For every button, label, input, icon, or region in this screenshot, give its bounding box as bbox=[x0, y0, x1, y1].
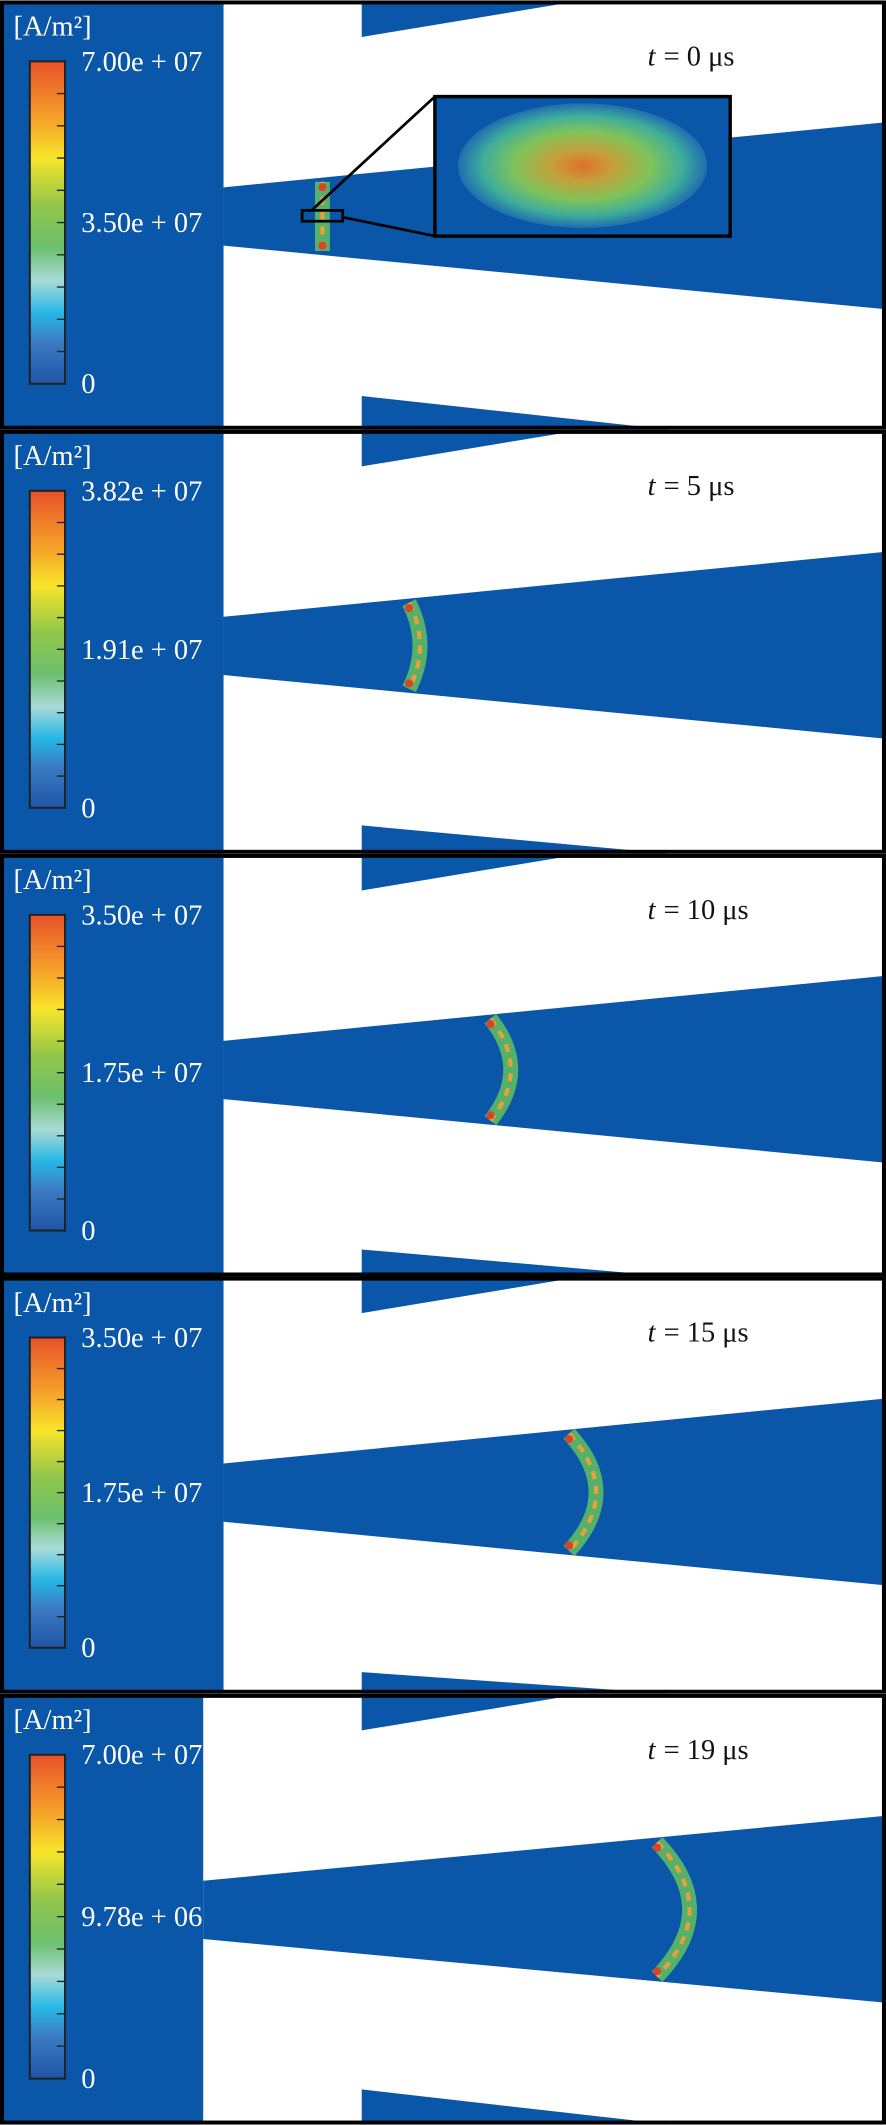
channel bbox=[223, 1398, 886, 1586]
unit-label: [A/m²] bbox=[14, 441, 92, 472]
channel bbox=[203, 1815, 886, 2003]
zoom-line bbox=[310, 95, 436, 212]
panel-frame bbox=[0, 1276, 886, 1694]
unit-label: [A/m²] bbox=[14, 12, 92, 43]
colorbar-max: 7.00e + 07 bbox=[81, 47, 202, 78]
colorbar-mid: 1.75e + 07 bbox=[81, 1478, 202, 1509]
front-peak bbox=[405, 603, 414, 613]
panel: [A/m²] 3.82e + 07 1.91e + 07 0 t = 5 μs bbox=[0, 429, 886, 854]
colorbar-mid: 3.50e + 07 bbox=[81, 208, 202, 239]
lower-wedge bbox=[361, 825, 671, 854]
colorbar-max: 3.82e + 07 bbox=[81, 476, 202, 507]
current-front-core bbox=[655, 1840, 692, 1979]
colorbar-mid: 9.78e + 06 bbox=[81, 1902, 202, 1933]
time-value: = 19 μs bbox=[664, 1735, 749, 1766]
unit-label: [A/m²] bbox=[14, 1705, 92, 1736]
panel: [A/m²] 7.00e + 07 3.50e + 07 0 t = 0 μs bbox=[0, 0, 886, 430]
front-peak bbox=[564, 1541, 574, 1550]
time-label: t = 15 μs bbox=[648, 1318, 749, 1349]
front-peak bbox=[652, 1967, 662, 1976]
time-value: = 0 μs bbox=[664, 41, 735, 72]
zoom-line bbox=[342, 215, 436, 238]
front-peak bbox=[564, 1435, 574, 1444]
upper-wedge bbox=[361, 1276, 583, 1314]
panel: [A/m²] 7.00e + 07 9.78e + 06 0 t = 19 μs bbox=[0, 1693, 886, 2125]
panel-frame bbox=[0, 1693, 886, 2125]
zoom-box bbox=[300, 209, 345, 223]
time-label: t = 19 μs bbox=[648, 1735, 749, 1766]
inset-spot bbox=[457, 103, 708, 228]
time-variable: t bbox=[648, 41, 657, 72]
time-variable: t bbox=[648, 1318, 657, 1349]
upper-wedge bbox=[361, 853, 583, 891]
panel-frame bbox=[0, 429, 886, 854]
panel: [A/m²] 3.50e + 07 1.75e + 07 0 t = 10 μs bbox=[0, 853, 886, 1277]
colorbar-mid: 1.91e + 07 bbox=[81, 635, 202, 666]
channel bbox=[223, 975, 886, 1163]
time-variable: t bbox=[648, 895, 657, 926]
panel: [A/m²] 3.50e + 07 1.75e + 07 0 t = 15 μs bbox=[0, 1276, 886, 1694]
colorbar-min: 0 bbox=[81, 793, 95, 824]
colorbar-min: 0 bbox=[81, 1216, 95, 1247]
upper-wedge bbox=[361, 429, 583, 467]
time-label: t = 10 μs bbox=[648, 895, 749, 926]
panel-frame bbox=[0, 853, 886, 1277]
panel-frame bbox=[0, 0, 886, 430]
time-value: = 5 μs bbox=[664, 471, 735, 502]
current-front bbox=[484, 1014, 519, 1126]
upper-wedge bbox=[361, 1693, 583, 1731]
front-peak bbox=[486, 1020, 495, 1029]
colorbar-max: 7.00e + 07 bbox=[81, 1740, 202, 1771]
colorbar-max: 3.50e + 07 bbox=[81, 900, 202, 931]
time-value: = 10 μs bbox=[664, 895, 749, 926]
front-peak bbox=[318, 183, 327, 192]
channel bbox=[223, 551, 886, 739]
unit-label: [A/m²] bbox=[14, 1288, 92, 1319]
current-front-core bbox=[567, 1432, 598, 1553]
time-variable: t bbox=[648, 471, 657, 502]
time-variable: t bbox=[648, 1735, 657, 1766]
colorbar-min: 0 bbox=[81, 369, 95, 400]
front-peak bbox=[652, 1843, 662, 1852]
current-front-core bbox=[407, 601, 422, 690]
colorbar-min: 0 bbox=[81, 1633, 95, 1664]
time-label: t = 0 μs bbox=[648, 41, 735, 72]
front-peak bbox=[405, 679, 414, 688]
time-value: = 15 μs bbox=[664, 1318, 749, 1349]
lower-wedge bbox=[361, 1672, 671, 1694]
lower-wedge bbox=[361, 395, 671, 430]
colorbar-max: 3.50e + 07 bbox=[81, 1323, 202, 1354]
front-peak bbox=[318, 241, 327, 250]
colorbar-mid: 1.75e + 07 bbox=[81, 1058, 202, 1089]
front-peak bbox=[486, 1111, 495, 1120]
colorbar-min: 0 bbox=[81, 2064, 95, 2095]
time-label: t = 5 μs bbox=[648, 471, 735, 502]
unit-label: [A/m²] bbox=[14, 865, 92, 896]
